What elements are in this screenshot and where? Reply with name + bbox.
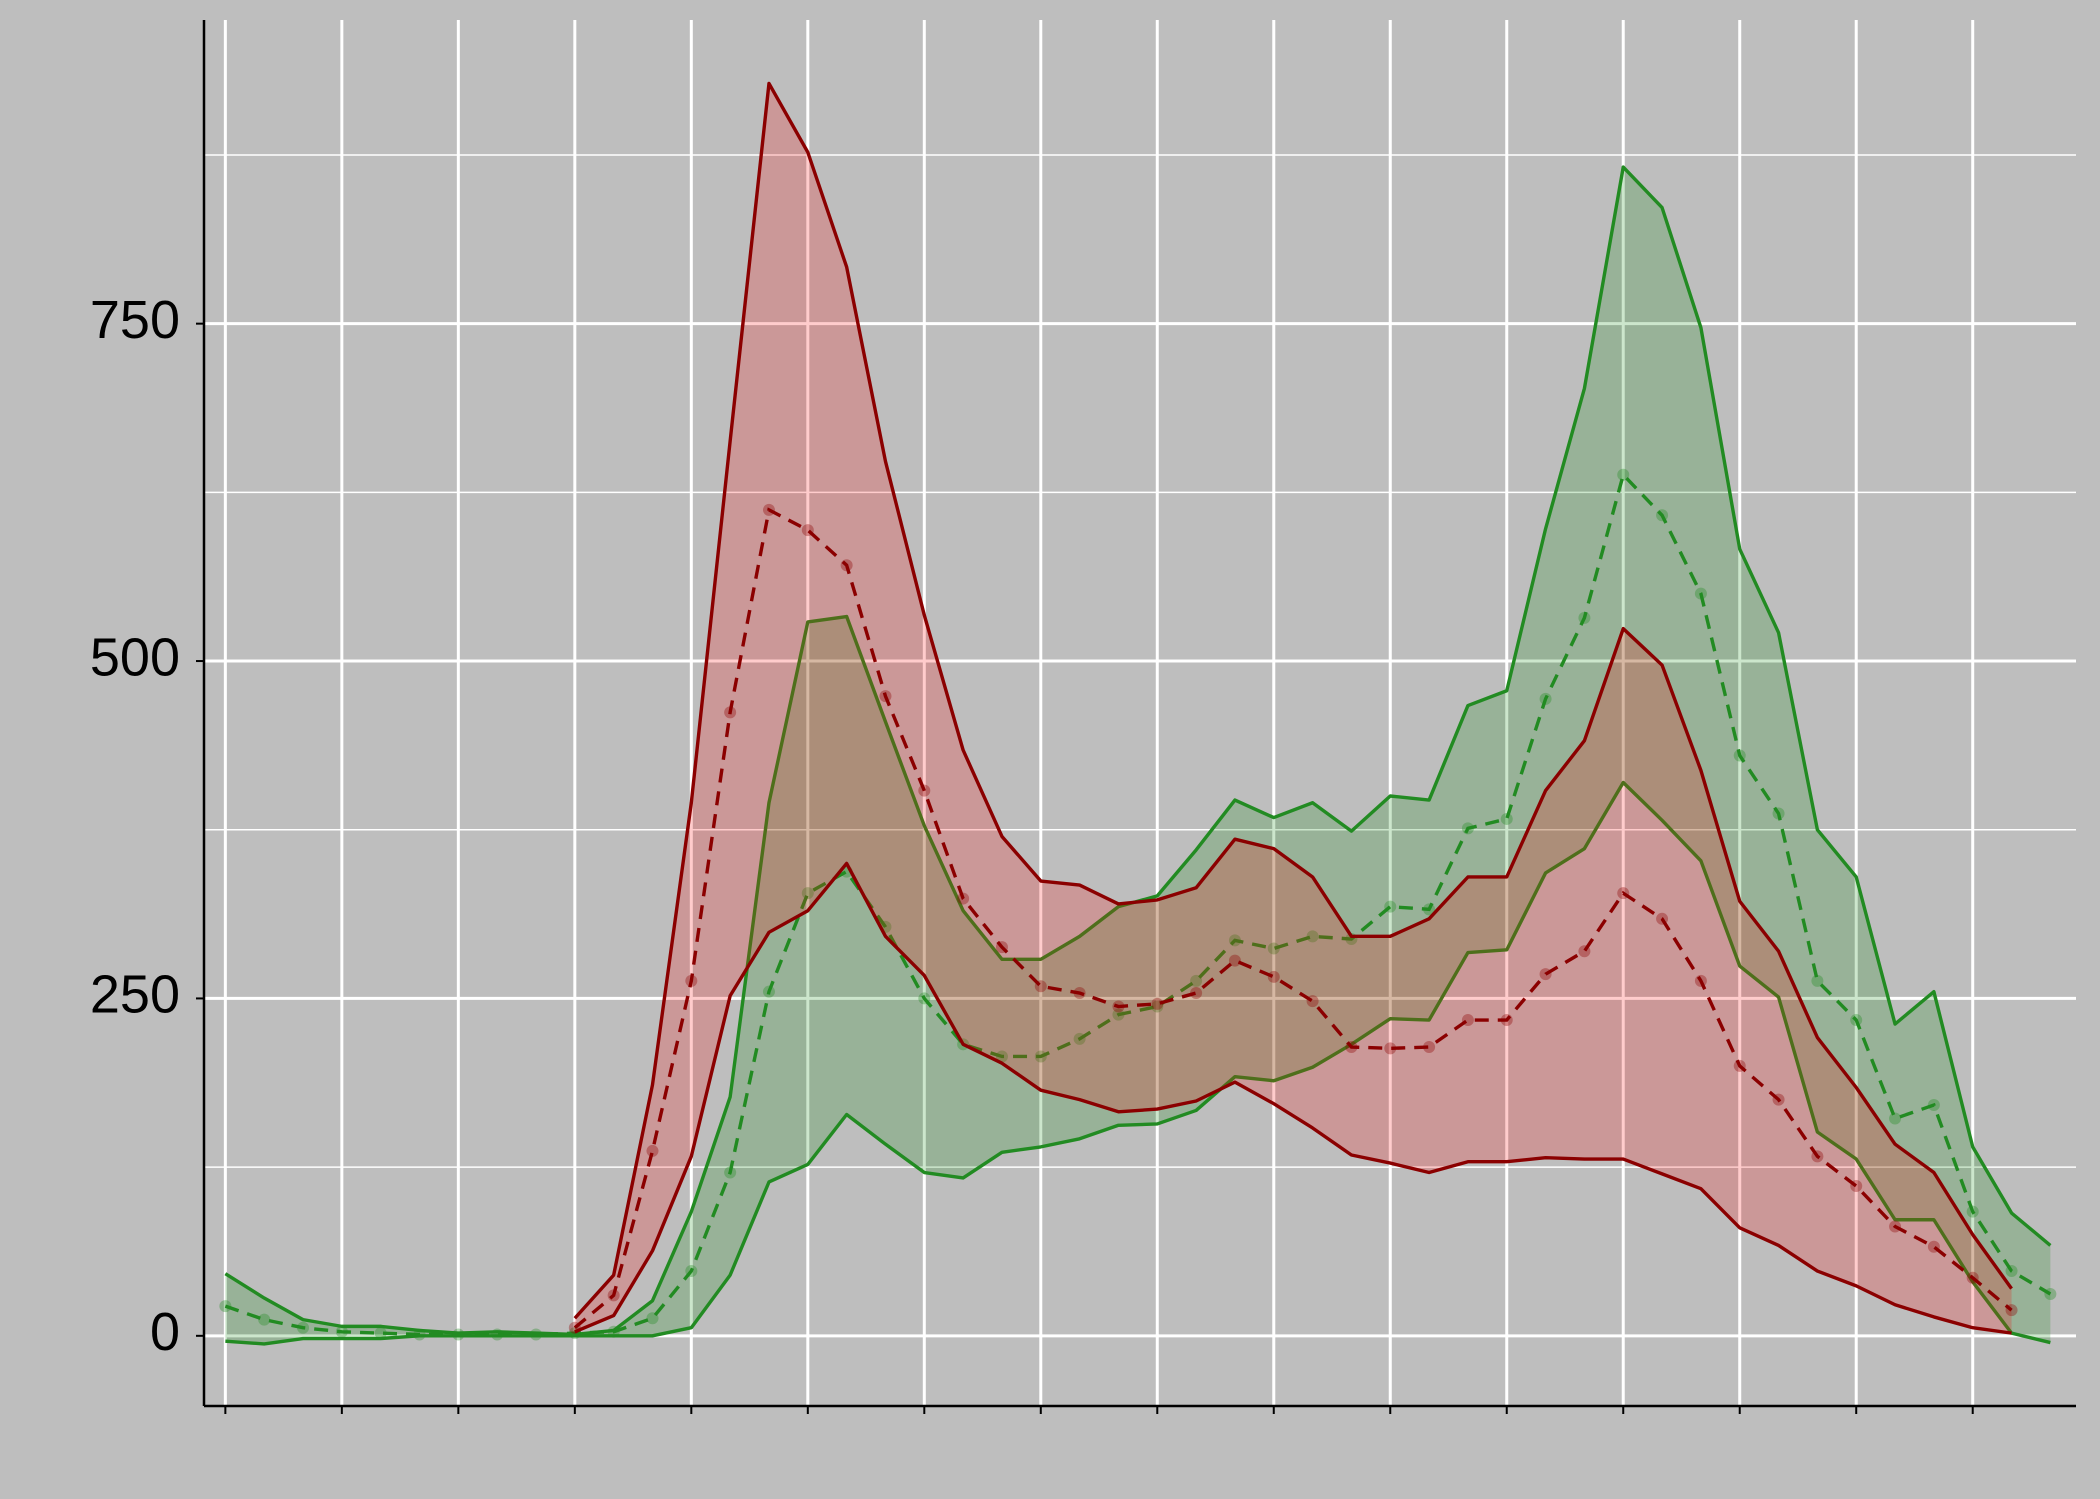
- median-line: [224, 471, 2052, 1337]
- upper-line: [573, 81, 2013, 1320]
- y-tick-label: 500: [90, 627, 180, 687]
- median-point: [1073, 987, 1086, 1000]
- median-point: [801, 887, 814, 900]
- median-point: [918, 784, 931, 797]
- median-point: [1423, 1041, 1436, 1054]
- median-point: [1112, 1000, 1125, 1013]
- median-point: [1151, 997, 1164, 1010]
- median-point: [1306, 995, 1319, 1008]
- median-point: [685, 974, 698, 987]
- median-point: [1733, 1059, 1746, 1072]
- y-tick-label: 0: [150, 1302, 180, 1362]
- median-point: [607, 1289, 620, 1302]
- median-point: [1772, 807, 1785, 820]
- median-point: [2005, 1304, 2018, 1317]
- median-point: [413, 1328, 426, 1341]
- median-point: [1811, 974, 1824, 987]
- median-point: [491, 1328, 504, 1341]
- y-tick-label: 250: [90, 965, 180, 1025]
- plot-area: [204, 20, 2076, 1406]
- median-point: [1733, 749, 1746, 762]
- median-point: [1500, 812, 1513, 825]
- median-point: [1539, 692, 1552, 705]
- median-point: [1927, 1240, 1940, 1253]
- band-fill: [225, 167, 2051, 1344]
- median-point: [1927, 1099, 1940, 1112]
- median-point: [452, 1328, 465, 1341]
- median-point: [1228, 934, 1241, 947]
- median-point: [1656, 912, 1669, 925]
- median-point: [646, 1312, 659, 1325]
- median-point: [335, 1325, 348, 1338]
- median-point: [957, 892, 970, 905]
- median-point: [1539, 968, 1552, 981]
- median-point: [529, 1328, 542, 1341]
- median-point: [1850, 1014, 1863, 1027]
- median-point: [1500, 1014, 1513, 1027]
- median-point: [1228, 954, 1241, 967]
- median-point: [1656, 509, 1669, 522]
- median-point: [879, 690, 892, 703]
- median-point: [1034, 1050, 1047, 1063]
- median-point: [724, 1166, 737, 1179]
- median-point: [724, 706, 737, 719]
- median-point: [607, 1325, 620, 1338]
- median-point: [297, 1321, 310, 1334]
- median-point: [1617, 468, 1630, 481]
- y-tick-label: 750: [90, 290, 180, 350]
- median-point: [685, 1265, 698, 1278]
- median-point: [995, 1050, 1008, 1063]
- median-point: [801, 524, 814, 537]
- median-point: [1384, 900, 1397, 913]
- median-point: [258, 1313, 271, 1326]
- median-point: [1578, 611, 1591, 624]
- median-point: [1694, 587, 1707, 600]
- median-point: [1694, 974, 1707, 987]
- median-point: [2044, 1287, 2057, 1300]
- median-point: [1034, 980, 1047, 993]
- median-point: [1966, 1271, 1979, 1284]
- median-point: [1190, 974, 1203, 987]
- median-point: [1306, 930, 1319, 943]
- median-point: [1267, 942, 1280, 955]
- median-point: [1384, 1042, 1397, 1055]
- median-point: [1461, 1014, 1474, 1027]
- median-point: [374, 1327, 387, 1340]
- median-point: [1889, 1112, 1902, 1125]
- median-point: [2005, 1265, 2018, 1278]
- median-line: [573, 507, 2013, 1330]
- median-point: [1578, 945, 1591, 958]
- median-point: [1345, 1041, 1358, 1054]
- median-point: [1889, 1220, 1902, 1233]
- median-point: [219, 1300, 232, 1313]
- median-point: [995, 941, 1008, 954]
- median-point: [1423, 903, 1436, 916]
- median-point: [1073, 1032, 1086, 1045]
- median-point: [1811, 1150, 1824, 1163]
- median-point: [1772, 1093, 1785, 1106]
- median-point: [762, 985, 775, 998]
- median-point: [1267, 970, 1280, 983]
- median-point: [646, 1144, 659, 1157]
- lower-line: [574, 861, 2012, 1335]
- median-point: [918, 992, 931, 1005]
- median-point: [1850, 1180, 1863, 1193]
- median-point: [568, 1321, 581, 1334]
- median-point: [1112, 1008, 1125, 1021]
- median-point: [840, 559, 853, 572]
- band-fill: [574, 83, 2012, 1334]
- median-point: [762, 503, 775, 516]
- median-point: [1461, 822, 1474, 835]
- median-point: [1617, 887, 1630, 900]
- median-point: [1966, 1205, 1979, 1218]
- median-point: [1190, 987, 1203, 1000]
